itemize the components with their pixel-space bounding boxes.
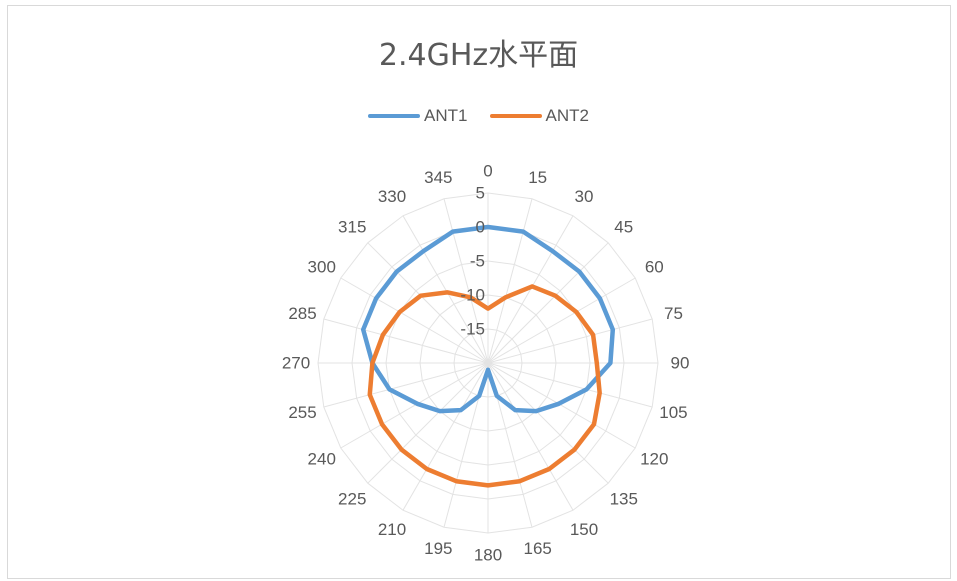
radial-tick-label: -15 (460, 320, 485, 339)
angle-tick-label: 195 (424, 539, 452, 558)
grid-spoke (402, 362, 489, 511)
angle-tick-label: 150 (570, 520, 598, 539)
grid-spoke (487, 318, 653, 364)
angle-tick-label: 345 (424, 168, 452, 187)
grid-spoke (443, 198, 489, 364)
series-line-ant2 (367, 284, 602, 488)
angle-tick-label: 210 (378, 520, 406, 539)
angle-tick-label: 0 (483, 162, 492, 181)
legend-swatch-ant1 (368, 114, 421, 118)
grid-spoke (367, 362, 489, 484)
radar-series (360, 224, 616, 488)
grid-spoke (487, 277, 636, 364)
radial-tick-label: 0 (476, 218, 485, 237)
legend-entry-ant2: ANT2 (489, 106, 589, 126)
angle-tick-label: 315 (338, 218, 366, 237)
legend: ANT1 ANT2 (0, 106, 957, 126)
angle-tick-label: 240 (308, 450, 336, 469)
grid-spoke (323, 362, 489, 408)
grid-spoke (487, 362, 636, 449)
radial-tick-label: -5 (470, 252, 485, 271)
radar-labels: 0 15 30 45 60 75 90 105 120 135 150 165 180 195 210 225… (282, 162, 690, 565)
angle-tick-label: 45 (614, 218, 633, 237)
angle-tick-label: 270 (282, 354, 310, 373)
angle-tick-label: 135 (610, 489, 638, 508)
angle-tick-label: 180 (474, 546, 502, 565)
grid-spoke (487, 362, 574, 511)
grid-spoke (487, 242, 609, 364)
series-line-ant1 (360, 224, 616, 414)
grid-spoke (487, 362, 609, 484)
legend-swatch-ant2 (489, 114, 542, 118)
angle-tick-label: 105 (659, 403, 687, 422)
radial-tick-label: -10 (460, 286, 485, 305)
angle-tick-label: 255 (288, 403, 316, 422)
chart-title: 2.4GHz水平面 (378, 38, 579, 73)
angle-tick-label: 90 (671, 354, 690, 373)
legend-label-ant1: ANT1 (424, 106, 468, 125)
angle-tick-label: 30 (575, 187, 594, 206)
angle-tick-label: 330 (378, 187, 406, 206)
grid-spoke (340, 277, 489, 364)
grid-spoke (487, 198, 533, 364)
grid-spoke (402, 215, 489, 364)
grid-spoke (487, 362, 653, 408)
angle-tick-label: 285 (288, 304, 316, 323)
grid-spoke (367, 242, 489, 364)
angle-tick-label: 75 (664, 304, 683, 323)
legend-entry-ant1: ANT1 (368, 106, 468, 126)
angle-tick-label: 300 (308, 258, 336, 277)
angle-tick-label: 60 (645, 258, 664, 277)
angle-tick-label: 15 (528, 168, 547, 187)
radial-tick-label: 5 (476, 184, 485, 203)
angle-tick-label: 120 (640, 450, 668, 469)
legend-label-ant2: ANT2 (545, 106, 589, 125)
angle-tick-label: 225 (338, 489, 366, 508)
radar-grid (317, 192, 659, 534)
grid-spoke (340, 362, 489, 449)
angle-tick-label: 165 (524, 539, 552, 558)
grid-spoke (323, 318, 489, 364)
